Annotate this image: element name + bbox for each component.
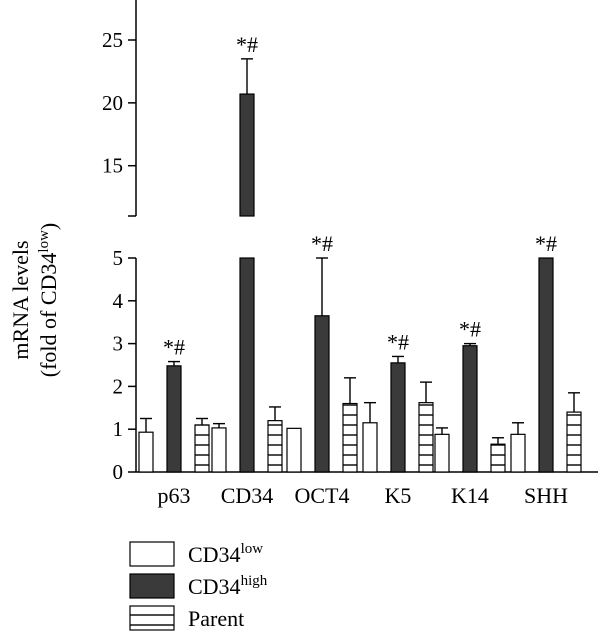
y-tick-label: 1 [113, 417, 124, 441]
bar-group [211, 422, 227, 473]
bar-group [418, 381, 434, 473]
bar-group [138, 417, 154, 473]
legend: CD34low CD34high Parent [129, 541, 268, 631]
bar-group [286, 427, 302, 473]
significance-label: *# [387, 329, 409, 354]
bar [194, 424, 210, 473]
y-axis-label-line2: (fold of CD34low) [36, 223, 61, 377]
upper-y-axis: 15 20 25 [102, 0, 137, 217]
significance-label: *# [535, 231, 557, 256]
x-tick-label: K14 [451, 483, 489, 508]
y-axis-label-line1: mRNA levels [8, 240, 33, 359]
x-tick-label: OCT4 [295, 483, 350, 508]
legend-item: CD34low [129, 541, 263, 567]
bar-group [267, 406, 283, 473]
significance-label: *# [163, 335, 185, 360]
y-tick-label: 5 [113, 246, 124, 270]
bar-group [342, 377, 358, 473]
y-tick-label: 0 [113, 460, 124, 484]
legend-label: CD34low [188, 541, 263, 567]
bar [490, 443, 506, 473]
bar [538, 257, 554, 473]
bar [342, 402, 358, 473]
x-tick-label: CD34 [221, 483, 274, 508]
bar [211, 427, 227, 473]
bar-group [166, 360, 182, 473]
y-axis-title: mRNA levels (fold of CD34low) [8, 223, 61, 377]
bar [362, 422, 378, 473]
bar [267, 420, 283, 473]
bar-group [434, 427, 450, 473]
legend-swatch [129, 605, 175, 631]
bar [314, 315, 330, 473]
bar-group [314, 257, 330, 473]
x-tick-label: SHH [524, 483, 568, 508]
bar [462, 345, 478, 473]
bar [510, 433, 526, 473]
category-labels: p63 CD34 OCT4 K5 K14 SHH [158, 483, 569, 508]
bar [138, 431, 154, 473]
bar [286, 427, 302, 473]
bar-upper-segment [239, 93, 255, 217]
y-tick-label: 25 [102, 28, 123, 52]
bar [434, 433, 450, 473]
bar-group [194, 417, 210, 473]
bar [166, 365, 182, 473]
bar-group [462, 342, 478, 473]
bar-group [510, 422, 526, 473]
y-tick-label: 20 [102, 91, 123, 115]
x-tick-label: K5 [385, 483, 412, 508]
y-tick-label: 2 [113, 374, 124, 398]
significance-label: *# [311, 231, 333, 256]
x-tick-label: p63 [158, 483, 191, 508]
significance-annotations: *# *# *# *# *# *# [163, 32, 557, 360]
bar [418, 402, 434, 473]
legend-label: Parent [188, 606, 244, 631]
bar [239, 257, 255, 473]
bar-group [362, 401, 378, 473]
y-tick-label: 3 [113, 332, 124, 356]
bar [566, 411, 582, 473]
y-tick-label: 15 [102, 154, 123, 178]
bar [390, 362, 406, 473]
significance-label: *# [236, 32, 258, 57]
significance-label: *# [459, 317, 481, 342]
y-tick-label: 4 [113, 289, 124, 313]
bar-group [538, 257, 554, 473]
bar-group [390, 355, 406, 473]
bar-group [566, 392, 582, 473]
legend-item: Parent [129, 605, 244, 631]
legend-item: CD34high [129, 573, 268, 599]
bars [138, 58, 582, 473]
bar-group [490, 437, 506, 473]
bar-group [239, 58, 255, 473]
legend-swatch [129, 541, 175, 567]
legend-swatch [129, 573, 175, 599]
legend-label: CD34high [188, 573, 268, 599]
